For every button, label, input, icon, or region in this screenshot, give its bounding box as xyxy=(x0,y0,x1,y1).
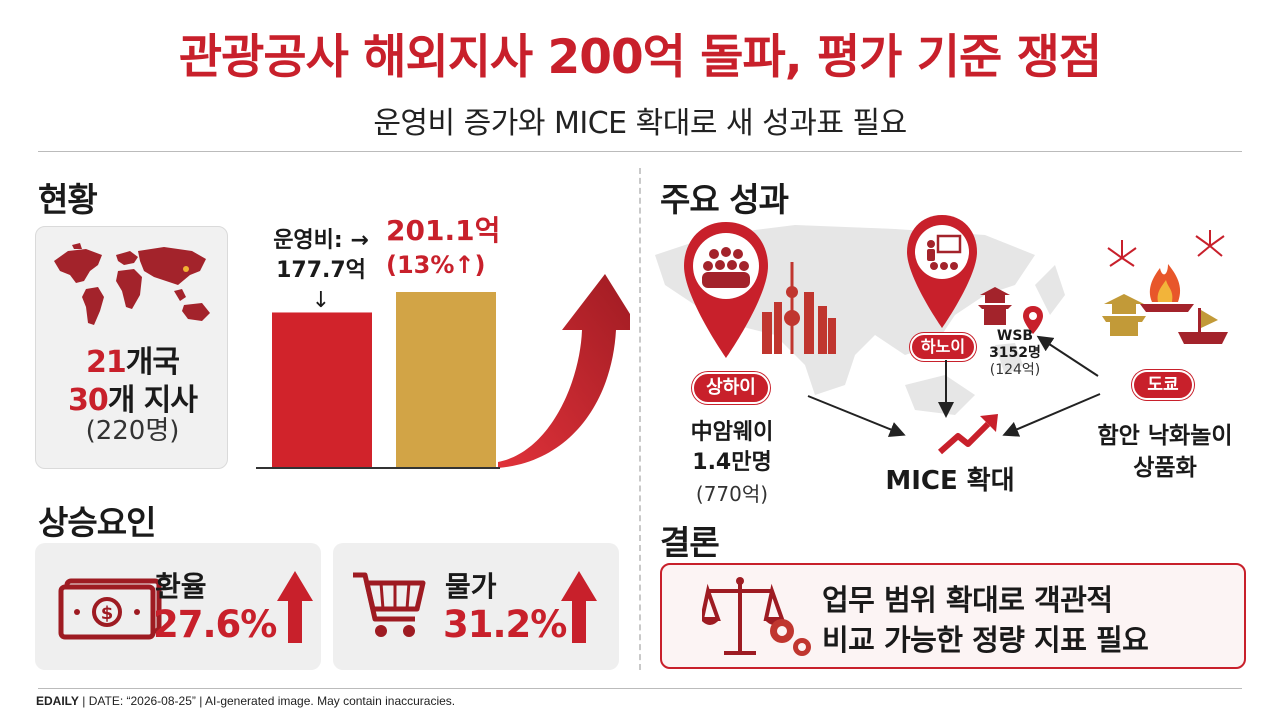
footer-note: AI-generated image. May contain inaccura… xyxy=(205,694,456,708)
conclusion-text: 업무 범위 확대로 객관적 비교 가능한 정량 지표 필요 xyxy=(822,580,1242,660)
achievements-heading: 주요 성과 xyxy=(660,180,789,219)
new-cost-label: 201.1억 (13%↑) xyxy=(386,214,526,282)
country-suffix: 개국 xyxy=(125,345,180,380)
branch-count: 30개 지사 xyxy=(36,375,229,419)
shanghai-pin-icon xyxy=(684,222,768,358)
page-subtitle: 운영비 증가와 MICE 확대로 새 성과표 필요 xyxy=(373,106,907,141)
old-cost-value: 177.7억 xyxy=(276,258,366,283)
growth-arrow-icon xyxy=(498,274,630,468)
footer: EDAILY | DATE: “2026-08-25” | AI-generat… xyxy=(36,694,456,708)
status-card: 21개국 30개 지사 (220명) xyxy=(35,226,228,469)
branch-suffix: 개 지사 xyxy=(107,383,198,418)
factor-name-price: 물가 xyxy=(445,570,497,603)
trend-up-icon xyxy=(938,414,998,455)
conclusion-box: 업무 범위 확대로 객관적 비교 가능한 정량 지표 필요 xyxy=(660,563,1246,669)
tokyo-label: 도쿄 xyxy=(1132,370,1194,400)
tokyo-stat: 함안 낙화놀이 상품화 xyxy=(1080,420,1250,484)
scale-icon xyxy=(702,577,811,656)
country-number: 21 xyxy=(86,345,127,380)
factor-card-exchange: $ 환율 27.6% xyxy=(35,543,321,670)
shanghai-stat: 中암웨이 1.4만명 xyxy=(672,418,792,478)
conclusion-line2: 비교 가능한 정량 지표 필요 xyxy=(822,623,1149,657)
shanghai-label: 상하이 xyxy=(692,372,770,404)
hanoi-line1: WSB xyxy=(996,328,1034,344)
festival-icon xyxy=(1102,230,1228,344)
bottom-divider xyxy=(38,688,1242,689)
hanoi-label: 하노이 xyxy=(910,333,976,361)
cart-icon xyxy=(353,572,426,637)
factors-heading: 상승요인 xyxy=(38,503,156,542)
world-map-icon xyxy=(54,243,210,325)
svg-text:$: $ xyxy=(101,603,114,624)
hanoi-line2: 3152명 xyxy=(989,345,1041,361)
bar-old-cost xyxy=(272,312,372,468)
footer-date: DATE: “2026-08-25” xyxy=(88,694,196,708)
country-count: 21개국 xyxy=(36,337,229,381)
staff-count: (220명) xyxy=(85,416,180,446)
factor-value-exchange: 27.6% xyxy=(153,603,277,646)
location-pin-icon xyxy=(1023,306,1043,334)
up-arrow-icon xyxy=(277,571,313,643)
shanghai-line3: (770억) xyxy=(695,482,769,506)
tokyo-line2: 상품화 xyxy=(1133,455,1197,481)
vertical-divider xyxy=(639,168,641,670)
tokyo-line1: 함안 낙화놀이 xyxy=(1097,423,1233,449)
factor-name-exchange: 환율 xyxy=(155,570,207,603)
new-cost-value: 201.1억 xyxy=(386,214,501,247)
conclusion-heading: 결론 xyxy=(660,523,720,562)
operating-cost-chart xyxy=(256,274,630,469)
down-arrow-icon: ↓ xyxy=(311,288,331,313)
footer-brand: EDAILY xyxy=(36,694,79,708)
old-cost-label: 운영비: → 177.7억 ↓ xyxy=(262,226,380,316)
mice-label: MICE 확대 xyxy=(885,466,1015,496)
skyline-icon xyxy=(762,262,836,354)
money-icon: $ xyxy=(58,578,162,640)
up-arrow-icon xyxy=(561,571,597,643)
connector-arrows xyxy=(807,335,1101,437)
cost-change: (13%↑) xyxy=(386,251,486,279)
conclusion-line1: 업무 범위 확대로 객관적 xyxy=(822,583,1113,617)
hanoi-stat: WSB 3152명 (124억) xyxy=(980,328,1050,379)
bar-new-cost xyxy=(396,292,496,468)
hanoi-pin-icon xyxy=(907,215,977,328)
pagoda-icon xyxy=(978,287,1012,325)
top-divider xyxy=(38,151,1242,152)
shanghai-line1: 中암웨이 xyxy=(690,420,774,445)
old-cost-prefix: 운영비: xyxy=(273,228,343,253)
factor-card-price: 물가 31.2% xyxy=(333,543,619,670)
status-heading: 현황 xyxy=(38,180,98,219)
shanghai-line2: 1.4만명 xyxy=(692,450,772,475)
factor-value-price: 31.2% xyxy=(443,603,567,646)
hanoi-line3: (124억) xyxy=(989,362,1041,378)
page-title: 관광공사 해외지사 200억 돌파, 평가 기준 쟁점 xyxy=(178,30,1102,85)
branch-number: 30 xyxy=(68,383,109,418)
